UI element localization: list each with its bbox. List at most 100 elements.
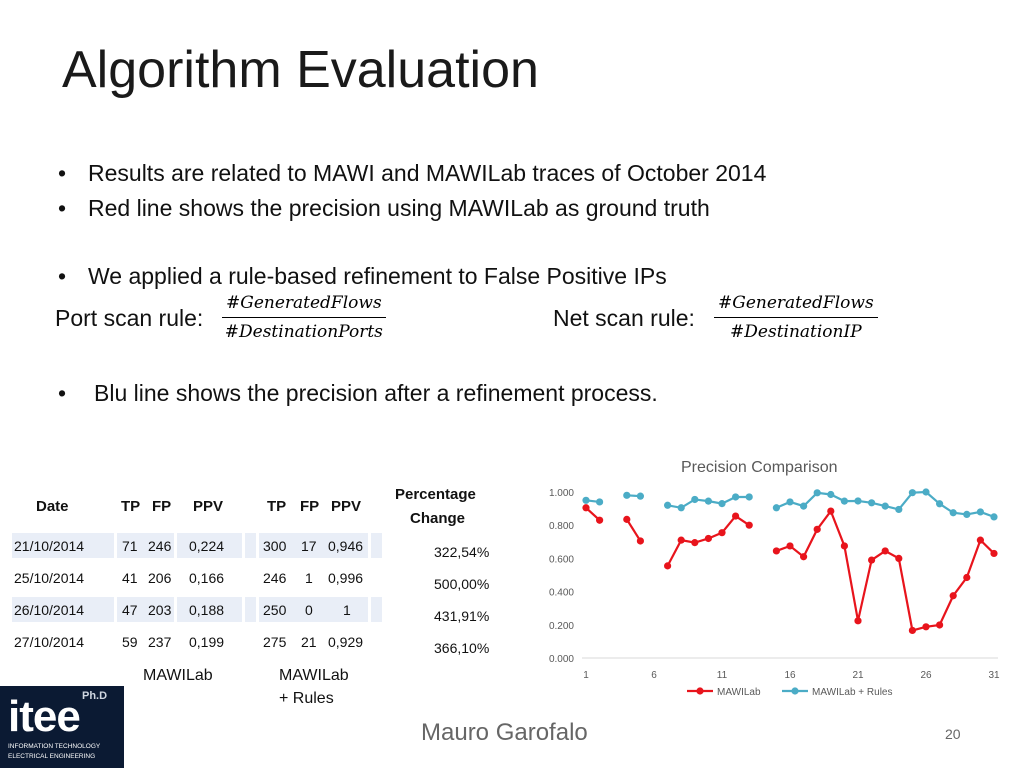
results-table: Date TP FP PPV TP FP PPV Percentage Chan…: [0, 480, 520, 710]
cell-percentage: 366,10%: [434, 640, 490, 656]
data-point: [895, 505, 903, 514]
data-point: [868, 499, 876, 507]
data-point: [949, 509, 957, 517]
legend-marker: [696, 687, 704, 695]
cell-tp: 47: [122, 602, 138, 618]
cell-tp-rules: 250: [263, 602, 287, 618]
cell-tp-rules: 300: [263, 538, 287, 554]
net-scan-numerator: #GeneratedFlows: [714, 293, 878, 318]
net-scan-denominator: #DestinationIP: [730, 322, 862, 342]
data-point: [976, 508, 984, 516]
port-scan-denominator: #DestinationPorts: [224, 322, 383, 342]
port-scan-fraction: #GeneratedFlows #DestinationPorts: [222, 293, 386, 342]
data-point: [895, 554, 903, 562]
cell-fp-rules: 17: [301, 538, 317, 554]
page-number: 20: [945, 726, 961, 742]
data-point: [936, 500, 944, 508]
data-point: [772, 547, 780, 555]
cell-fp: 206: [148, 570, 172, 586]
data-point: [840, 497, 848, 505]
logo-line-1: INFORMATION TECHNOLOGY: [8, 743, 101, 750]
data-point: [813, 525, 821, 533]
data-point: [677, 536, 685, 544]
data-point: [881, 502, 889, 510]
data-point: [854, 497, 862, 505]
data-point: [990, 549, 998, 558]
cell-percentage: 322,54%: [434, 544, 490, 560]
data-point: [936, 621, 944, 629]
cell-ppv-rules: 1: [343, 602, 351, 618]
legend-marker: [791, 687, 799, 695]
x-tick-label: 21: [852, 670, 864, 681]
cell-ppv-rules: 0,929: [328, 634, 364, 650]
y-tick-label: 0.600: [549, 554, 574, 565]
data-point: [704, 534, 712, 543]
cell-ppv: 0,224: [189, 538, 225, 554]
data-point: [922, 623, 930, 631]
data-point: [596, 516, 604, 524]
data-point: [718, 500, 726, 508]
data-point: [623, 491, 631, 499]
header-fp: FP: [152, 498, 172, 515]
data-point: [963, 510, 971, 519]
data-point: [800, 553, 808, 561]
group-label-mawilab: MAWILab: [143, 667, 213, 684]
data-point: [745, 521, 753, 529]
cell-tp: 41: [122, 570, 138, 586]
header-ppv: PPV: [193, 498, 224, 515]
port-scan-rule-label: Port scan rule:: [55, 305, 204, 331]
cell-date: 21/10/2014: [14, 538, 85, 554]
data-point: [745, 493, 753, 501]
cell-date: 27/10/2014: [14, 634, 85, 650]
net-scan-rule-label: Net scan rule:: [553, 305, 695, 331]
port-scan-numerator: #GeneratedFlows: [222, 293, 386, 318]
cell-fp-rules: 21: [301, 634, 317, 650]
header-change: Change: [410, 510, 466, 527]
header-tp: TP: [121, 498, 141, 515]
data-point: [800, 502, 808, 510]
net-scan-fraction: #GeneratedFlows #DestinationIP: [714, 293, 878, 342]
data-point: [704, 497, 712, 505]
cell-tp-rules: 246: [263, 570, 287, 586]
x-tick-label: 6: [651, 670, 657, 681]
cell-percentage: 500,00%: [434, 576, 490, 592]
data-point: [854, 617, 862, 625]
data-point: [813, 489, 821, 497]
cell-date: 26/10/2014: [14, 602, 85, 618]
cell-date: 25/10/2014: [14, 570, 85, 586]
data-point: [623, 515, 631, 523]
cell-fp: 246: [148, 538, 172, 554]
bullet-4: • Blu line shows the precision after a re…: [58, 380, 658, 406]
cell-ppv-rules: 0,946: [328, 538, 364, 554]
series-line: [776, 508, 995, 632]
x-tick-label: 16: [784, 670, 796, 681]
x-tick-label: 1: [583, 670, 589, 681]
itee-logo: Ph.D itee INFORMATION TECHNOLOGY ELECTRI…: [0, 686, 124, 768]
data-point: [582, 496, 590, 504]
group-label-mawilab-rules-1: MAWILab: [279, 667, 349, 684]
cell-ppv-rules: 0,996: [328, 570, 364, 586]
data-point: [840, 542, 848, 550]
data-point: [772, 504, 780, 512]
author-name: Mauro Garofalo: [421, 719, 588, 746]
cell-ppv: 0,166: [189, 570, 225, 586]
group-label-mawilab-rules-2: + Rules: [279, 690, 334, 707]
data-point: [786, 542, 794, 550]
cell-fp: 203: [148, 602, 172, 618]
logo-mark: itee: [8, 692, 81, 741]
data-point: [868, 556, 876, 564]
data-point: [949, 592, 957, 600]
series-line: [625, 518, 642, 542]
data-point: [922, 488, 930, 496]
y-tick-label: 0.400: [549, 588, 574, 599]
data-point: [636, 537, 644, 545]
table-row-bg: [12, 533, 382, 558]
data-point: [732, 512, 740, 520]
data-point: [664, 501, 672, 509]
x-tick-label: 31: [988, 670, 1000, 681]
header-percentage: Percentage: [395, 486, 476, 503]
y-tick-label: 1.000: [549, 488, 574, 499]
cell-tp-rules: 275: [263, 634, 287, 650]
header-ppv-rules: PPV: [331, 498, 362, 515]
data-point: [732, 493, 740, 501]
